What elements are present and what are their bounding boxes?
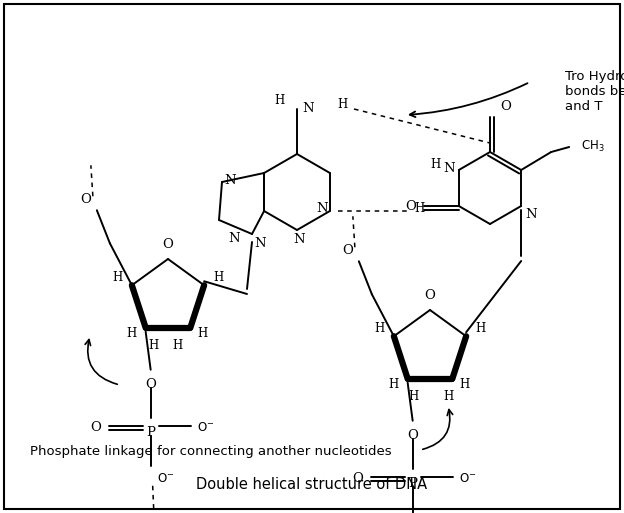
Text: H: H [213, 271, 223, 284]
Text: N: N [525, 208, 537, 221]
Text: H: H [127, 327, 137, 340]
Text: O: O [500, 100, 511, 113]
Text: N: N [293, 233, 305, 246]
Text: N: N [443, 162, 455, 174]
Text: H: H [459, 378, 469, 391]
Text: O: O [163, 238, 173, 251]
Text: P: P [146, 426, 155, 439]
Text: O$^{-}$: O$^{-}$ [157, 472, 174, 485]
Text: O: O [424, 289, 436, 302]
Text: Tro Hydrogen
bonds between A
and T: Tro Hydrogen bonds between A and T [565, 70, 624, 113]
Text: P: P [408, 477, 417, 490]
Text: H: H [443, 390, 454, 403]
Text: O$^{-}$: O$^{-}$ [459, 472, 476, 485]
Text: H: H [431, 159, 441, 171]
Text: N: N [224, 173, 236, 187]
Text: O$^{-}$: O$^{-}$ [197, 421, 214, 434]
Text: O: O [145, 378, 156, 391]
Text: Double helical structure of DNA: Double helical structure of DNA [197, 477, 427, 492]
Text: N: N [316, 203, 328, 215]
Text: O: O [90, 421, 100, 434]
Text: CH$_3$: CH$_3$ [581, 139, 605, 153]
Text: H: H [149, 339, 158, 352]
Text: N: N [254, 237, 266, 250]
Text: H: H [197, 327, 207, 340]
FancyBboxPatch shape [4, 4, 620, 509]
Text: H: H [113, 271, 123, 284]
Text: H: H [389, 378, 399, 391]
Text: O: O [342, 244, 353, 257]
Text: O: O [405, 200, 416, 212]
Text: H: H [415, 203, 425, 215]
FancyArrowPatch shape [422, 409, 452, 449]
Text: N: N [302, 103, 314, 115]
Text: H: H [337, 98, 347, 111]
Text: O: O [407, 429, 418, 442]
Text: H: H [172, 339, 182, 352]
Text: N: N [228, 231, 240, 245]
Text: H: H [274, 94, 284, 108]
Text: O: O [352, 472, 363, 485]
FancyArrowPatch shape [85, 340, 117, 384]
Text: H: H [375, 322, 385, 335]
Text: O: O [80, 193, 91, 206]
Text: H: H [409, 390, 419, 403]
Text: H: H [475, 322, 485, 335]
Text: Phosphate linkage for connecting another nucleotides: Phosphate linkage for connecting another… [30, 445, 392, 458]
